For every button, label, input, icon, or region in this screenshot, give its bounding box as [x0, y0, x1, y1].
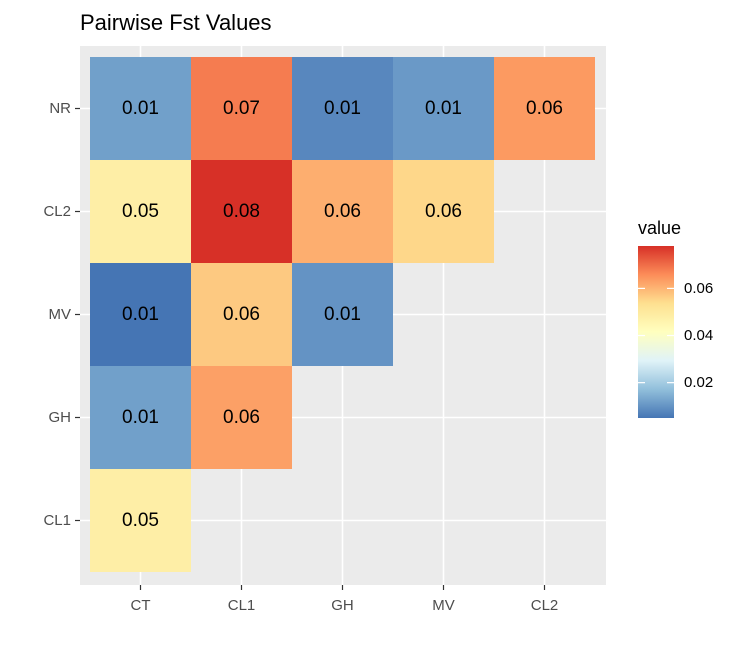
x-tick-label: CT: [131, 597, 151, 614]
heatmap-cell-cl1-mv: [191, 263, 292, 366]
y-tick-label: NR: [49, 100, 71, 117]
x-tick-label: GH: [331, 597, 354, 614]
y-tick-label: GH: [49, 409, 72, 426]
heatmap-cell-gh-mv: [292, 263, 393, 366]
legend-ticks: 0.02 0.04 0.06: [638, 280, 713, 391]
y-tick-label: MV: [49, 306, 72, 323]
cell-value-label: 0.05: [122, 201, 159, 222]
heatmap-cell-ct-mv: [90, 263, 191, 366]
y-tick-label: CL1: [43, 512, 71, 529]
heatmap-cell-mv-nr: [393, 57, 494, 160]
heatmap-cell-cl1-cl2: [191, 160, 292, 263]
heatmap-cell-cl1-nr: [191, 57, 292, 160]
heatmap-cell-labels: 0.01 0.07 0.01 0.01 0.06 0.05 0.08 0.06 0.06 0.01…: [122, 98, 563, 531]
cell-value-label: 0.01: [122, 304, 159, 325]
y-axis: CL1 GH MV CL2 NR: [43, 100, 80, 529]
heatmap-cell-gh-nr: [292, 57, 393, 160]
cell-value-label: 0.06: [425, 201, 462, 222]
heatmap-cell-cl1-gh: [191, 366, 292, 469]
x-axis: CT CL1 GH MV CL2: [131, 585, 559, 614]
heatmap-cell-ct-gh: [90, 366, 191, 469]
heatmap-cell-gh-cl2: [292, 160, 393, 263]
cell-value-label: 0.01: [425, 98, 462, 119]
heatmap-cell-ct-cl1: [90, 469, 191, 572]
heatmap-cell-ct-nr: [90, 57, 191, 160]
cell-value-label: 0.01: [122, 407, 159, 428]
legend-tick-label: 0.02: [684, 374, 713, 391]
legend-title: value: [638, 218, 681, 238]
cell-value-label: 0.06: [526, 98, 563, 119]
color-legend: value 0.02 0.04 0.06: [638, 218, 713, 418]
heatmap-cell-ct-cl2: [90, 160, 191, 263]
cell-value-label: 0.06: [223, 407, 260, 428]
legend-tick-label: 0.04: [684, 327, 713, 344]
x-tick-label: MV: [432, 597, 455, 614]
legend-tick-label: 0.06: [684, 280, 713, 297]
chart-title: Pairwise Fst Values: [80, 10, 272, 35]
y-tick-label: CL2: [43, 203, 71, 220]
cell-value-label: 0.01: [122, 98, 159, 119]
heatmap-cell-mv-cl2: [393, 160, 494, 263]
x-tick-label: CL1: [228, 597, 256, 614]
cell-value-label: 0.06: [324, 201, 361, 222]
cell-value-label: 0.01: [324, 98, 361, 119]
heatmap-cell-cl2-nr: [494, 57, 595, 160]
legend-colorbar: [638, 246, 674, 418]
cell-value-label: 0.06: [223, 304, 260, 325]
cell-value-label: 0.07: [223, 98, 260, 119]
cell-value-label: 0.08: [223, 201, 260, 222]
cell-value-label: 0.05: [122, 510, 159, 531]
heatmap-cells: [90, 57, 595, 572]
x-tick-label: CL2: [531, 597, 559, 614]
cell-value-label: 0.01: [324, 304, 361, 325]
